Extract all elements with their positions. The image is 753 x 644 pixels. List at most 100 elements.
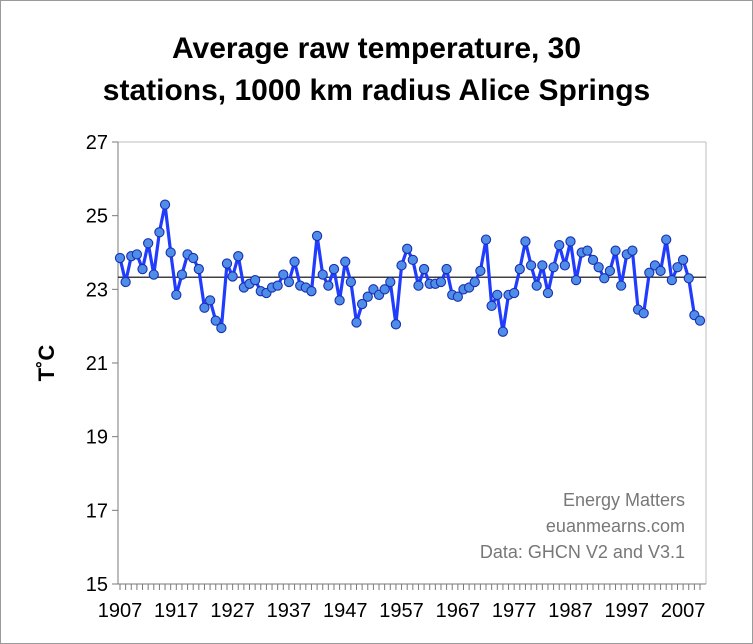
data-point	[627, 245, 638, 256]
data-point	[616, 280, 627, 291]
data-point	[362, 291, 373, 302]
data-point	[497, 326, 509, 337]
data-point	[148, 269, 159, 280]
data-point	[120, 276, 131, 288]
data-point	[311, 230, 323, 242]
data-point	[480, 234, 492, 245]
data-point	[171, 289, 182, 301]
data-point	[204, 295, 216, 306]
annotation-line: euanmearns.com	[546, 516, 685, 536]
x-tick-label: 1917	[154, 600, 199, 622]
data-point	[379, 284, 390, 295]
x-tick-label: 1977	[492, 600, 537, 622]
y-tick-label: 21	[86, 353, 108, 375]
annotation-line: Energy Matters	[563, 490, 685, 510]
data-markers	[114, 199, 706, 337]
data-point	[289, 256, 300, 267]
x-tick-label: 1907	[98, 600, 143, 622]
chart-title-line-2: stations, 1000 km radius Alice Springs	[102, 74, 651, 107]
data-point	[199, 302, 210, 313]
data-point	[272, 280, 283, 291]
data-point	[385, 276, 396, 288]
data-point	[452, 291, 464, 302]
data-point	[520, 236, 531, 247]
data-point	[548, 262, 559, 273]
x-tick-label: 1947	[323, 600, 368, 622]
data-point	[542, 287, 554, 299]
y-axis-label: T˚C	[34, 345, 59, 382]
data-point	[165, 247, 176, 258]
annotations: Energy Matters euanmearns.com Data: GHCN V…	[480, 490, 685, 562]
data-point	[137, 263, 148, 275]
data-point	[402, 243, 413, 254]
data-point	[351, 317, 362, 328]
data-point	[492, 289, 503, 301]
y-tick-label: 15	[86, 574, 108, 596]
data-point	[604, 265, 616, 277]
tick-labels: 15 17 19 21 23 25 27 1907 1917 1927 1937 1947 1957 19…	[34, 132, 705, 622]
x-tick-label: 1997	[605, 600, 650, 622]
data-point	[683, 273, 694, 284]
data-point	[216, 322, 227, 334]
data-point	[486, 300, 497, 312]
y-tick-label: 23	[86, 279, 108, 301]
data-point	[418, 263, 430, 275]
data-point	[159, 199, 171, 210]
data-point	[475, 265, 486, 277]
data-point	[334, 295, 345, 306]
data-point	[193, 263, 204, 275]
data-point	[345, 276, 357, 288]
data-point	[283, 276, 295, 288]
data-point	[441, 263, 452, 275]
data-point	[396, 260, 407, 271]
data-point	[587, 254, 599, 266]
x-tick-label: 1967	[436, 600, 481, 622]
data-point	[599, 273, 610, 284]
data-point	[435, 276, 447, 288]
annotation-line: Data: GHCN V2 and V3.1	[480, 542, 685, 562]
data-point	[227, 271, 238, 282]
x-tick-label: 1937	[267, 600, 312, 622]
data-point	[278, 269, 289, 280]
data-point	[537, 260, 548, 271]
data-point	[143, 238, 154, 249]
data-point	[413, 280, 424, 291]
data-point	[570, 274, 582, 286]
data-point	[565, 236, 576, 247]
data-point	[306, 286, 317, 297]
data-point	[666, 274, 677, 286]
data-point	[356, 298, 368, 310]
data-point	[233, 251, 244, 262]
data-point	[655, 265, 666, 277]
data-point	[323, 280, 334, 291]
data-point	[514, 263, 525, 275]
data-point	[525, 260, 537, 271]
data-point	[610, 245, 621, 256]
data-point	[317, 269, 328, 280]
y-tick-label: 25	[86, 206, 108, 228]
axes	[112, 141, 707, 590]
x-tick-label: 1987	[548, 600, 593, 622]
data-point	[328, 263, 340, 275]
data-point	[390, 319, 402, 330]
data-point	[210, 315, 221, 326]
data-point	[582, 245, 593, 256]
x-tick-label: 1927	[210, 600, 255, 622]
y-tick-label: 19	[86, 427, 108, 449]
data-point	[188, 252, 199, 264]
y-tick-label: 17	[86, 500, 108, 522]
data-point	[593, 262, 604, 273]
data-point	[131, 249, 143, 260]
data-point	[114, 252, 126, 264]
data-point	[154, 227, 165, 238]
data-point	[638, 308, 649, 319]
data-point	[509, 287, 520, 299]
data-point	[672, 262, 683, 273]
data-point	[531, 280, 542, 291]
data-point	[661, 234, 672, 245]
chart-title-line-1: Average raw temperature, 30	[171, 32, 582, 65]
data-point	[559, 260, 571, 271]
data-point	[221, 258, 233, 269]
